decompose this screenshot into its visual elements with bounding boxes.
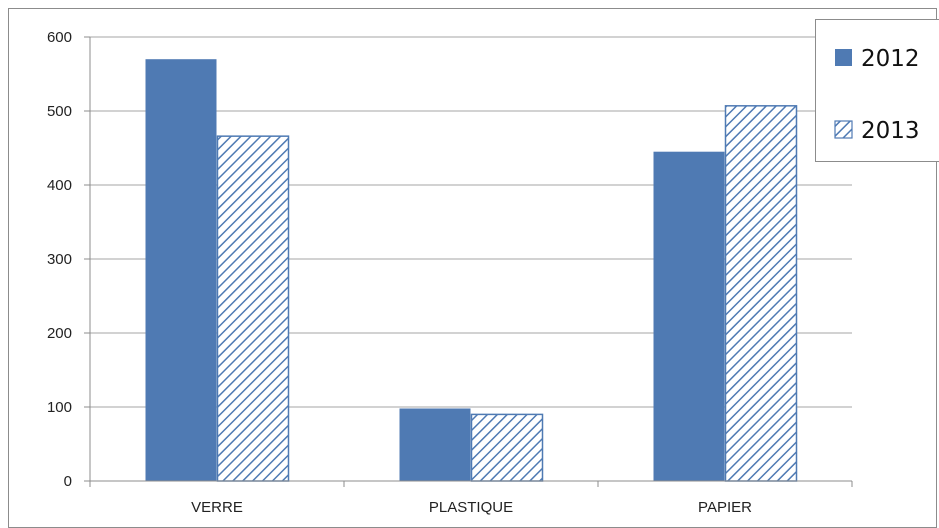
legend-swatch-2012 — [835, 49, 852, 66]
y-tick-label: 200 — [47, 325, 72, 342]
bars — [146, 59, 797, 481]
legend-swatch-2013 — [835, 121, 852, 138]
x-tick-label: PAPIER — [698, 499, 752, 516]
y-tick-label: 500 — [47, 103, 72, 120]
y-tick-label: 600 — [47, 29, 72, 46]
bar-2013-papier — [726, 106, 797, 481]
bar-2013-plastique — [472, 414, 543, 481]
y-tick-label: 100 — [47, 399, 72, 416]
bar-2013-verre — [218, 136, 289, 481]
x-tick-label: VERRE — [191, 499, 243, 516]
bar-2012-papier — [654, 152, 725, 481]
y-axis: 0 100 200 300 400 500 600 — [47, 29, 90, 490]
legend: 2012 2013 — [816, 20, 939, 162]
bar-2012-verre — [146, 59, 217, 481]
y-tick-label: 400 — [47, 177, 72, 194]
y-tick-label: 0 — [64, 473, 72, 490]
bar-2012-plastique — [400, 408, 471, 481]
x-axis: VERRE PLASTIQUE PAPIER — [90, 481, 852, 516]
y-tick-label: 300 — [47, 251, 72, 268]
legend-label-2013: 2013 — [861, 118, 920, 144]
legend-label-2012: 2012 — [861, 46, 920, 72]
x-tick-label: PLASTIQUE — [429, 499, 513, 516]
